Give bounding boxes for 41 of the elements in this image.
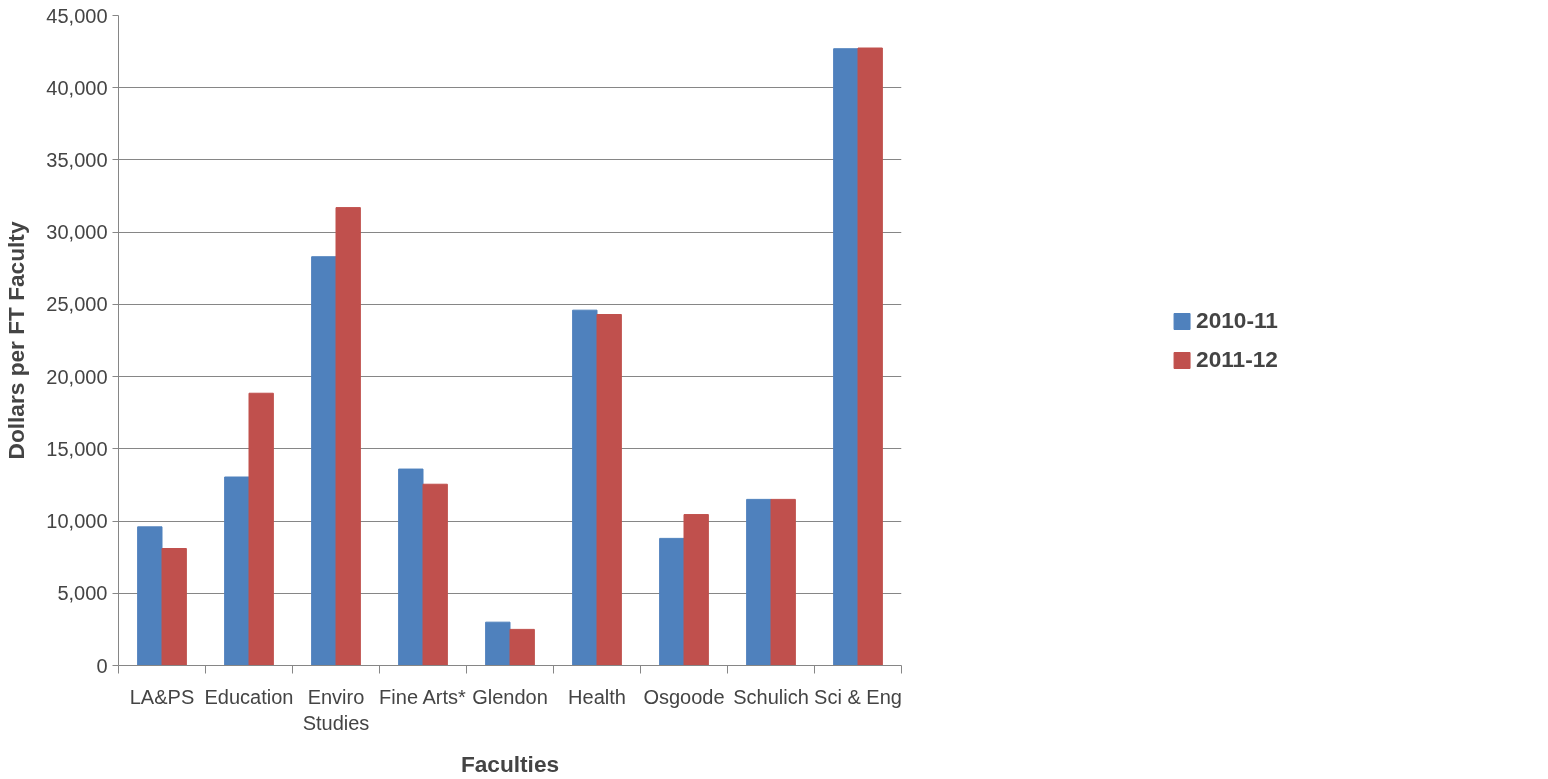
bar: [137, 526, 163, 666]
y-tick-label: 0: [96, 654, 108, 677]
bar: [224, 476, 250, 666]
x-tick-label: Sci & Eng: [814, 685, 902, 708]
y-axis-title: Dollars per FT Faculty: [3, 221, 30, 460]
y-tick-label: 35,000: [46, 148, 108, 171]
bar: [485, 621, 511, 666]
legend-label: 2010-11: [1196, 307, 1278, 334]
bar: [422, 483, 448, 666]
bar: [596, 314, 622, 666]
bar: [509, 628, 535, 666]
y-tick-label: 15,000: [46, 437, 108, 460]
y-tick-label: 45,000: [46, 4, 108, 27]
x-tick-label: Glendon: [472, 685, 548, 708]
x-tick-label: Fine Arts*: [379, 685, 467, 708]
x-tick-label: Osgoode: [643, 685, 725, 708]
legend-label: 2011-12: [1196, 346, 1278, 373]
y-tick-label: 30,000: [46, 221, 108, 244]
y-tick-label: 10,000: [46, 510, 108, 533]
bar: [161, 548, 187, 666]
bar: [770, 498, 796, 666]
y-tick-label: 25,000: [46, 293, 108, 316]
x-tick-label: Schulich: [733, 685, 809, 708]
y-tick-label: 40,000: [46, 76, 108, 99]
bar: [746, 498, 772, 666]
x-tick-label: Enviro Studies: [302, 685, 370, 734]
bar: [398, 468, 424, 666]
x-tick-label: LA&PS: [129, 685, 195, 708]
x-axis-title: Faculties: [460, 750, 560, 777]
y-tick-label: 5,000: [57, 582, 108, 605]
bar: [572, 309, 598, 666]
y-tick-label: 20,000: [46, 365, 108, 388]
bar: [833, 48, 859, 666]
bar: [311, 256, 337, 666]
x-tick-label: Health: [568, 685, 626, 708]
bar: [248, 392, 274, 666]
bar: [335, 207, 361, 666]
bar: [683, 514, 709, 666]
x-tick-label: Education: [204, 685, 294, 708]
bar: [659, 537, 685, 666]
bar: [857, 47, 883, 666]
